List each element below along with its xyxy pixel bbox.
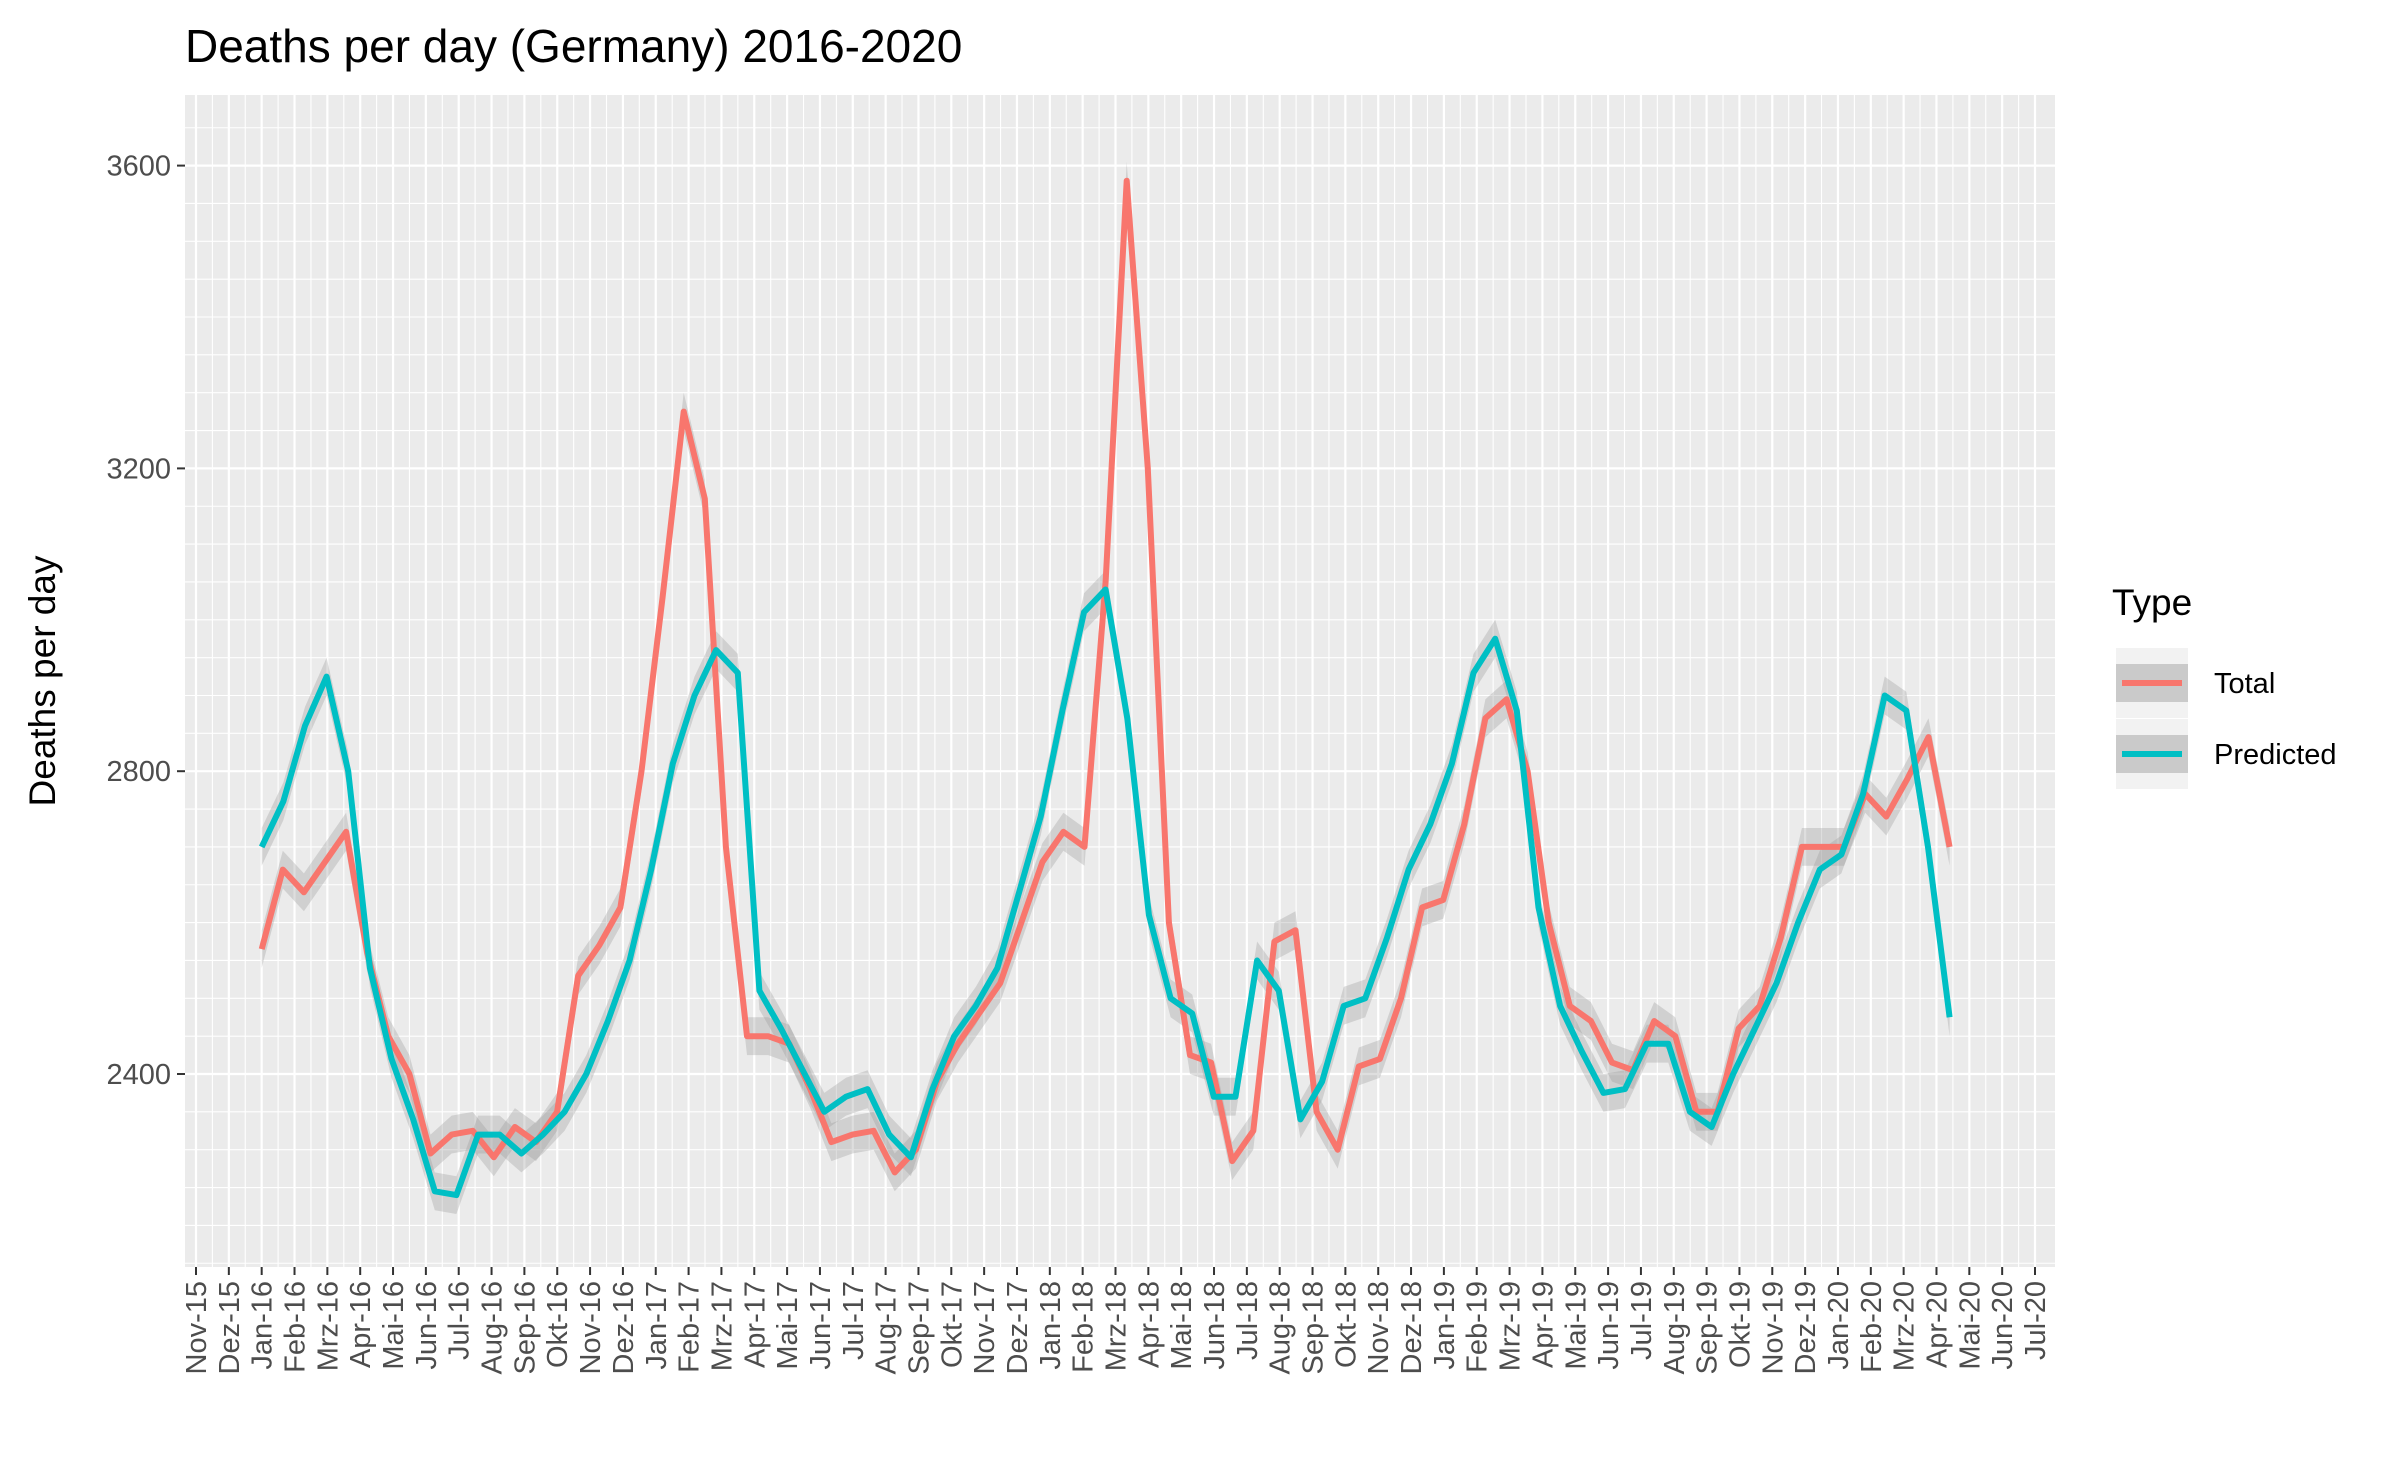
x-tick-label: Dez-17 xyxy=(1002,1281,1034,1375)
chart-title: Deaths per day (Germany) 2016-2020 xyxy=(185,20,962,72)
x-tick-label: Aug-16 xyxy=(477,1281,509,1375)
y-tick-label: 2400 xyxy=(106,1059,171,1091)
y-tick-label: 3200 xyxy=(106,453,171,485)
legend: Type Total Predicted xyxy=(2112,582,2337,789)
x-tick-label: Feb-19 xyxy=(1462,1281,1494,1373)
series-lines xyxy=(258,177,1953,1199)
x-tick-label: Sep-18 xyxy=(1298,1281,1330,1375)
x-tick-label: Jul-16 xyxy=(444,1281,476,1360)
x-tick-label: Jan-20 xyxy=(1823,1281,1855,1370)
x-tick-label: Apr-17 xyxy=(739,1281,771,1368)
legend-title: Type xyxy=(2112,582,2192,623)
x-tick-label: Mai-16 xyxy=(378,1281,410,1370)
x-tick-label: Sep-17 xyxy=(904,1281,936,1375)
x-tick-label: Apr-18 xyxy=(1133,1281,1165,1368)
y-tick-label: 2800 xyxy=(106,756,171,788)
y-tick-label: 3600 xyxy=(106,151,171,183)
x-tick-label: Aug-18 xyxy=(1265,1281,1297,1375)
x-tick-label: Dez-16 xyxy=(608,1281,640,1375)
x-tick-label: Mai-18 xyxy=(1166,1281,1198,1370)
x-tick-label: Feb-20 xyxy=(1856,1281,1888,1373)
x-tick-label: Mai-17 xyxy=(772,1281,804,1370)
x-tick-label: Jun-16 xyxy=(411,1281,443,1370)
x-tick-label: Jun-20 xyxy=(1987,1281,2019,1370)
x-tick-label: Dez-15 xyxy=(214,1281,246,1375)
x-tick-label: Jan-16 xyxy=(247,1281,279,1370)
x-tick-label: Nov-15 xyxy=(181,1281,213,1375)
x-tick-label: Jul-17 xyxy=(838,1281,870,1360)
x-tick-label: Jan-18 xyxy=(1035,1281,1067,1370)
x-tick-label: Jul-19 xyxy=(1626,1281,1658,1360)
x-tick-label: Dez-18 xyxy=(1396,1281,1428,1375)
x-tick-label: Nov-16 xyxy=(575,1281,607,1375)
x-tick-label: Jul-20 xyxy=(2020,1281,2052,1360)
x-tick-label: Jan-19 xyxy=(1429,1281,1461,1370)
x-tick-label: Sep-16 xyxy=(509,1281,541,1375)
x-tick-label: Mrz-20 xyxy=(1889,1281,1921,1371)
y-axis-ticks: 2400 2800 3200 3600 xyxy=(106,151,185,1091)
legend-label: Predicted xyxy=(2214,739,2337,771)
major-y-gridlines xyxy=(185,164,2055,1076)
legend-label: Total xyxy=(2214,668,2275,700)
x-tick-label: Okt-17 xyxy=(936,1281,968,1368)
y-axis-label: Deaths per day xyxy=(22,555,63,806)
x-tick-label: Feb-17 xyxy=(674,1281,706,1373)
x-tick-label: Apr-20 xyxy=(1922,1281,1954,1368)
x-tick-label: Okt-18 xyxy=(1330,1281,1362,1368)
x-tick-label: Jul-18 xyxy=(1232,1281,1264,1360)
legend-items: Total Predicted xyxy=(2116,648,2337,789)
x-tick-label: Dez-19 xyxy=(1790,1281,1822,1375)
x-axis-ticks: Nov-15 Dez-15 Jan-16 Feb-16 Mrz-16 Apr-16 Mai-… xyxy=(181,1267,2052,1375)
x-tick-label: Jun-19 xyxy=(1593,1281,1625,1370)
x-tick-label: Nov-17 xyxy=(969,1281,1001,1375)
x-tick-label: Aug-17 xyxy=(871,1281,903,1375)
x-tick-label: Nov-18 xyxy=(1363,1281,1395,1375)
x-tick-label: Mrz-17 xyxy=(706,1281,738,1371)
x-tick-label: Jan-17 xyxy=(641,1281,673,1370)
x-tick-label: Okt-19 xyxy=(1724,1281,1756,1368)
x-tick-label: Apr-19 xyxy=(1527,1281,1559,1368)
x-tick-label: Mai-20 xyxy=(1954,1281,1986,1370)
x-tick-label: Sep-19 xyxy=(1692,1281,1724,1375)
x-tick-label: Aug-19 xyxy=(1659,1281,1691,1375)
x-tick-label: Mrz-18 xyxy=(1101,1281,1133,1371)
series-line-predicted xyxy=(258,586,1953,1199)
x-tick-label: Feb-16 xyxy=(280,1281,312,1373)
x-tick-label: Mrz-16 xyxy=(312,1281,344,1371)
x-tick-label: Mai-19 xyxy=(1560,1281,1592,1370)
x-tick-label: Okt-16 xyxy=(542,1281,574,1368)
x-tick-label: Feb-18 xyxy=(1068,1281,1100,1373)
x-tick-label: Jun-18 xyxy=(1199,1281,1231,1370)
x-tick-label: Apr-16 xyxy=(345,1281,377,1368)
x-tick-label: Nov-19 xyxy=(1757,1281,1789,1375)
x-tick-label: Jun-17 xyxy=(805,1281,837,1370)
x-tick-label: Mrz-19 xyxy=(1495,1281,1527,1371)
x-gridlines xyxy=(194,95,2037,1267)
